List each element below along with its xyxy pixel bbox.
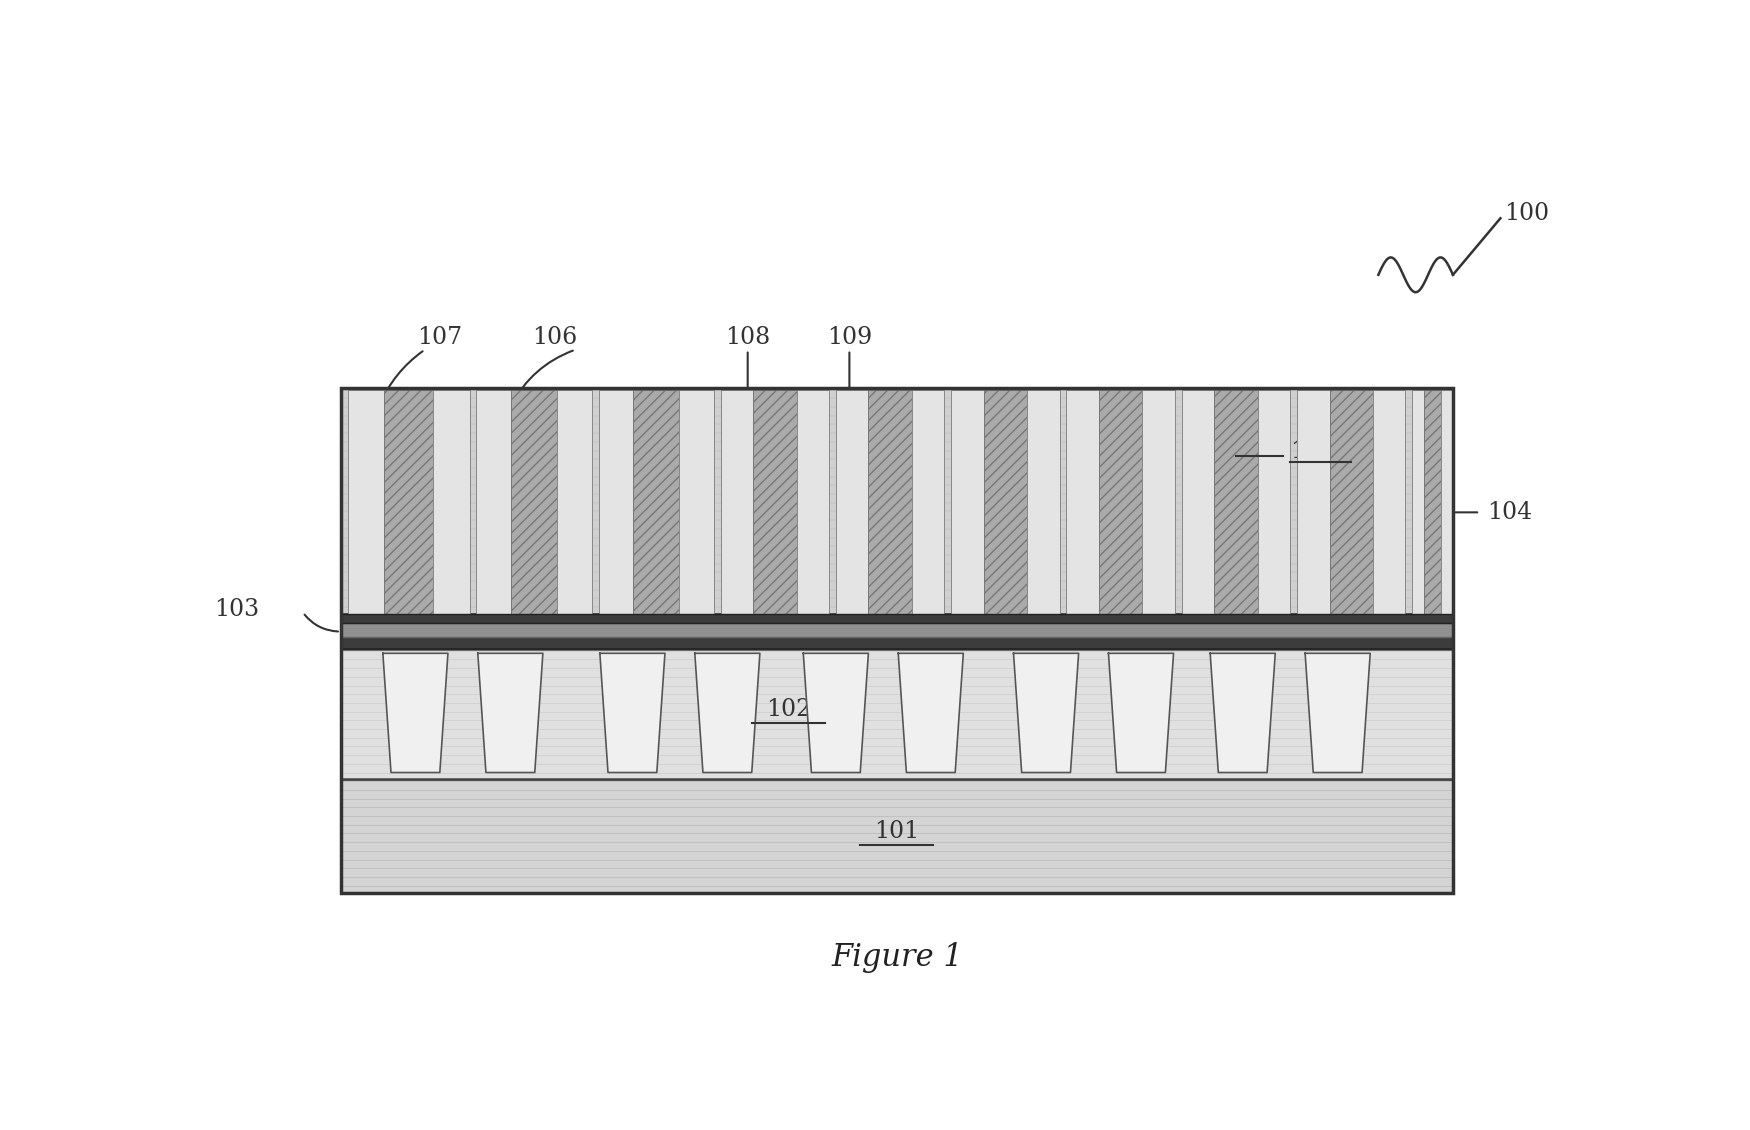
Bar: [868, 390, 912, 615]
Polygon shape: [1013, 653, 1078, 773]
Bar: [432, 390, 469, 615]
Polygon shape: [898, 653, 962, 773]
Bar: [679, 390, 714, 615]
Text: 100: 100: [1505, 202, 1549, 225]
Bar: [912, 390, 945, 615]
Bar: [836, 390, 868, 615]
Polygon shape: [383, 653, 448, 773]
Bar: [1099, 390, 1143, 615]
Bar: [1214, 390, 1258, 615]
Bar: [1374, 390, 1405, 615]
Polygon shape: [600, 653, 665, 773]
Bar: [1330, 390, 1374, 615]
Text: 105: 105: [1290, 440, 1335, 463]
Bar: [476, 390, 511, 615]
Bar: [1066, 390, 1099, 615]
Bar: [1258, 390, 1290, 615]
Text: 101: 101: [875, 820, 919, 843]
Text: 109: 109: [826, 325, 872, 349]
Bar: [341, 637, 1452, 649]
Bar: [556, 390, 592, 615]
Polygon shape: [803, 653, 868, 773]
Polygon shape: [695, 653, 760, 773]
Polygon shape: [1108, 653, 1174, 773]
Bar: [341, 388, 1452, 615]
Bar: [1440, 390, 1452, 615]
Polygon shape: [1306, 653, 1370, 773]
Bar: [341, 615, 1452, 623]
Text: 108: 108: [724, 325, 770, 349]
Bar: [341, 780, 1452, 893]
Bar: [341, 649, 1452, 780]
Bar: [984, 390, 1027, 615]
Text: 107: 107: [416, 325, 462, 349]
Bar: [511, 390, 556, 615]
Text: 104: 104: [1488, 501, 1531, 524]
Bar: [796, 390, 829, 615]
Bar: [1027, 390, 1060, 615]
Bar: [341, 388, 1452, 893]
Text: Figure 1: Figure 1: [831, 942, 963, 973]
Bar: [634, 390, 679, 615]
Bar: [341, 623, 1452, 637]
Bar: [1297, 390, 1330, 615]
Bar: [1424, 390, 1440, 615]
Polygon shape: [1211, 653, 1276, 773]
Bar: [1181, 390, 1214, 615]
Bar: [1143, 390, 1174, 615]
Bar: [752, 390, 796, 615]
Bar: [952, 390, 984, 615]
Bar: [348, 390, 385, 615]
Text: 102: 102: [766, 698, 810, 721]
Bar: [385, 390, 432, 615]
Bar: [1412, 390, 1424, 615]
Bar: [598, 390, 633, 615]
Bar: [721, 390, 752, 615]
Polygon shape: [478, 653, 542, 773]
Text: 103: 103: [214, 598, 259, 622]
Text: 106: 106: [532, 325, 578, 349]
